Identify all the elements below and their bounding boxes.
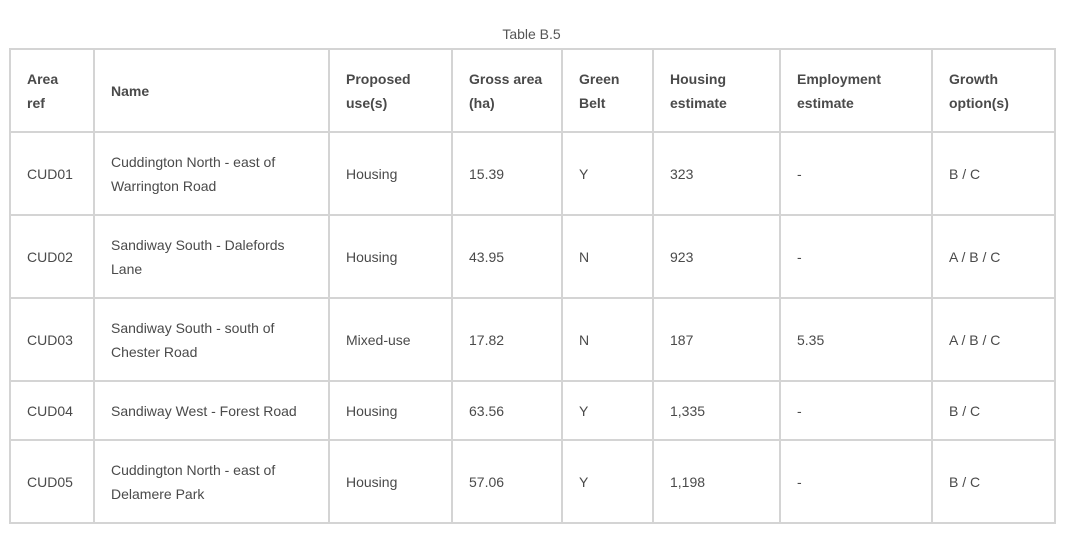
cell-proposed-use: Mixed-use [328,297,453,382]
cell-area-ref: CUD02 [9,214,95,299]
cell-name: Cuddington North - east of Delamere Park [93,439,330,524]
header-row: Area ref Name Proposed use(s) Gross area (h… [9,48,1056,133]
cell-proposed-use: Housing [328,131,453,216]
cell-green-belt: N [561,214,654,299]
header-proposed-use: Proposed use(s) [328,48,453,133]
header-name: Name [93,48,330,133]
cell-employment-estimate: - [779,214,933,299]
header-growth-options: Growth option(s) [931,48,1056,133]
cell-gross-area: 43.95 [451,214,563,299]
sites-table: Area ref Name Proposed use(s) Gross area (h… [9,48,1056,524]
table-row: CUD01 Cuddington North - east of Warringt… [9,131,1056,216]
cell-growth-options: A / B / C [931,214,1056,299]
cell-employment-estimate: - [779,131,933,216]
table-row: CUD03 Sandiway South - south of Chester R… [9,297,1056,382]
cell-proposed-use: Housing [328,380,453,441]
header-employment-estimate: Employment estimate [779,48,933,133]
cell-housing-estimate: 1,335 [652,380,781,441]
cell-growth-options: B / C [931,439,1056,524]
cell-green-belt: Y [561,380,654,441]
header-area-ref: Area ref [9,48,95,133]
cell-area-ref: CUD05 [9,439,95,524]
cell-gross-area: 57.06 [451,439,563,524]
cell-housing-estimate: 323 [652,131,781,216]
header-housing-estimate: Housing estimate [652,48,781,133]
cell-green-belt: Y [561,439,654,524]
cell-name: Sandiway West - Forest Road [93,380,330,441]
cell-proposed-use: Housing [328,439,453,524]
table-row: CUD02 Sandiway South - Dalefords Lane Hou… [9,214,1056,299]
cell-name: Sandiway South - south of Chester Road [93,297,330,382]
cell-area-ref: CUD03 [9,297,95,382]
cell-name: Cuddington North - east of Warrington Roa… [93,131,330,216]
cell-employment-estimate: - [779,439,933,524]
cell-gross-area: 63.56 [451,380,563,441]
cell-gross-area: 15.39 [451,131,563,216]
cell-gross-area: 17.82 [451,297,563,382]
cell-green-belt: Y [561,131,654,216]
cell-proposed-use: Housing [328,214,453,299]
cell-employment-estimate: - [779,380,933,441]
cell-area-ref: CUD04 [9,380,95,441]
header-gross-area: Gross area (ha) [451,48,563,133]
table-caption: Table B.5 [502,26,561,42]
table-row: CUD04 Sandiway West - Forest Road Housin… [9,380,1056,441]
cell-housing-estimate: 923 [652,214,781,299]
cell-name: Sandiway South - Dalefords Lane [93,214,330,299]
cell-housing-estimate: 187 [652,297,781,382]
cell-green-belt: N [561,297,654,382]
cell-area-ref: CUD01 [9,131,95,216]
cell-growth-options: A / B / C [931,297,1056,382]
cell-growth-options: B / C [931,380,1056,441]
cell-growth-options: B / C [931,131,1056,216]
cell-housing-estimate: 1,198 [652,439,781,524]
table-row: CUD05 Cuddington North - east of Delamere… [9,439,1056,524]
header-green-belt: Green Belt [561,48,654,133]
cell-employment-estimate: 5.35 [779,297,933,382]
